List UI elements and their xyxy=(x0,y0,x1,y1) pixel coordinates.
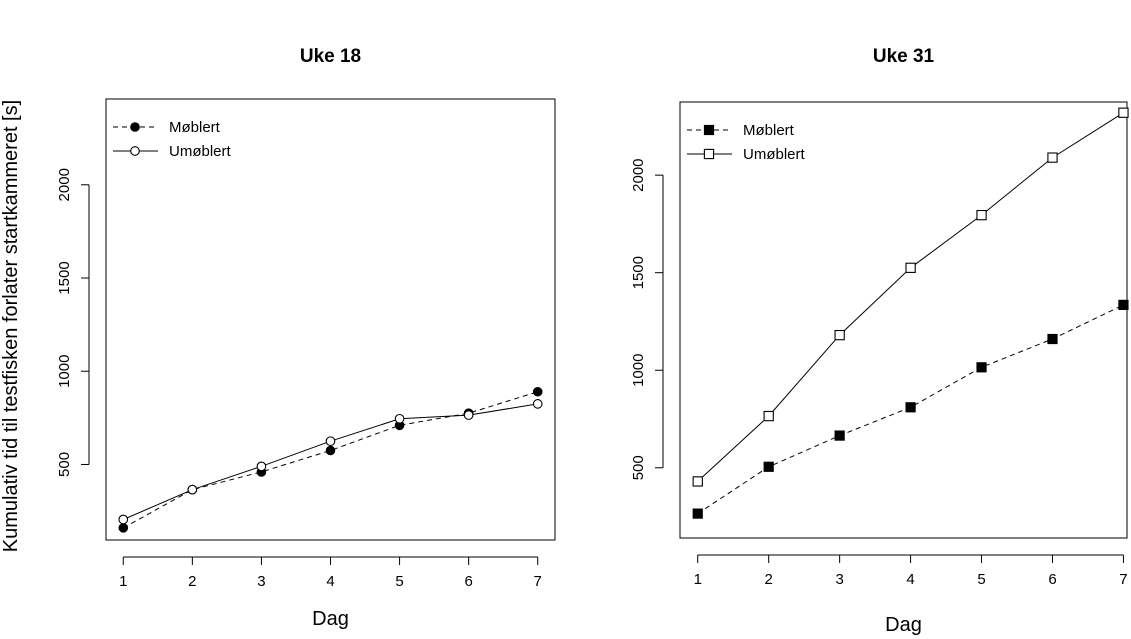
data-point xyxy=(1118,299,1129,310)
legend-marker xyxy=(130,146,140,156)
shared-y-axis-label: Kumulativ tid til testfisken forlater st… xyxy=(0,100,22,552)
data-point xyxy=(905,262,916,273)
legend-label: Møblert xyxy=(743,122,795,139)
x-tick-label: 4 xyxy=(906,571,914,588)
y-tick-label: 1500 xyxy=(56,261,73,294)
x-tick-label: 6 xyxy=(464,573,472,590)
chart-title: Uke 18 xyxy=(300,46,361,67)
x-tick-label: 7 xyxy=(534,573,542,590)
x-tick-label: 1 xyxy=(694,571,702,588)
x-tick-label: 6 xyxy=(1048,571,1056,588)
data-point xyxy=(1047,152,1058,163)
data-point xyxy=(256,461,267,472)
legend: Møblert Umøblert xyxy=(687,122,806,163)
data-point xyxy=(118,523,129,533)
data-point xyxy=(325,445,336,456)
chart-title: Uke 31 xyxy=(873,46,935,67)
data-point xyxy=(532,386,543,397)
data-point xyxy=(394,413,405,424)
legend-label: Møblert xyxy=(169,119,221,136)
data-point xyxy=(532,399,543,409)
plot-frame xyxy=(679,101,1128,539)
data-point xyxy=(834,430,845,441)
data-point xyxy=(834,329,845,341)
series-line xyxy=(123,391,538,529)
legend: Møblert Umøblert xyxy=(113,119,232,160)
y-tick-label: 1500 xyxy=(630,256,647,289)
data-point xyxy=(1047,333,1058,345)
data-point xyxy=(976,209,987,221)
series-1 xyxy=(118,386,543,533)
legend-marker xyxy=(130,122,140,132)
y-tick-label: 500 xyxy=(630,455,647,480)
series-line xyxy=(123,403,538,520)
x-tick-label: 5 xyxy=(395,573,403,590)
chart-panel-1: Uke 18 1 2 3 4 5 6 7 Dag 500 1000 1500 2000 Møblert Um… xyxy=(56,46,556,630)
series-2 xyxy=(692,107,1129,487)
x-tick-label: 2 xyxy=(188,573,196,590)
legend-label: Umøblert xyxy=(743,146,806,163)
x-tick-label: 2 xyxy=(765,571,773,588)
series-1 xyxy=(692,299,1129,519)
y-tick-label: 1000 xyxy=(56,355,73,388)
data-point xyxy=(187,484,198,495)
x-tick-label: 7 xyxy=(1119,571,1127,588)
legend-marker xyxy=(703,148,715,160)
data-point xyxy=(692,508,703,519)
series-line xyxy=(697,112,1124,482)
data-point xyxy=(763,410,774,422)
x-axis-label: Dag xyxy=(885,614,922,636)
x-tick-label: 4 xyxy=(326,573,334,590)
data-point xyxy=(463,410,474,420)
data-point xyxy=(905,402,916,413)
legend-marker xyxy=(703,124,715,136)
y-tick-label: 500 xyxy=(56,452,73,477)
x-tick-label: 5 xyxy=(977,571,985,588)
data-point xyxy=(976,362,987,373)
x-tick-label: 1 xyxy=(119,573,127,590)
legend-label: Umøblert xyxy=(169,143,232,160)
chart-panel-2: Uke 31 1 2 3 4 5 6 7 Dag 500 1000 1500 2000 Møblert Um… xyxy=(630,46,1129,636)
data-point xyxy=(763,461,774,472)
y-tick-label: 2000 xyxy=(56,168,73,201)
data-point xyxy=(1118,107,1129,118)
series-2 xyxy=(118,399,543,525)
y-tick-label: 2000 xyxy=(630,158,647,191)
data-point xyxy=(118,514,129,525)
x-tick-label: 3 xyxy=(835,571,843,588)
x-axis-label: Dag xyxy=(312,608,349,630)
data-point xyxy=(692,476,703,487)
x-tick-label: 3 xyxy=(257,573,265,590)
y-tick-label: 1000 xyxy=(630,354,647,387)
plot-frame xyxy=(105,98,556,541)
data-point xyxy=(325,436,336,447)
